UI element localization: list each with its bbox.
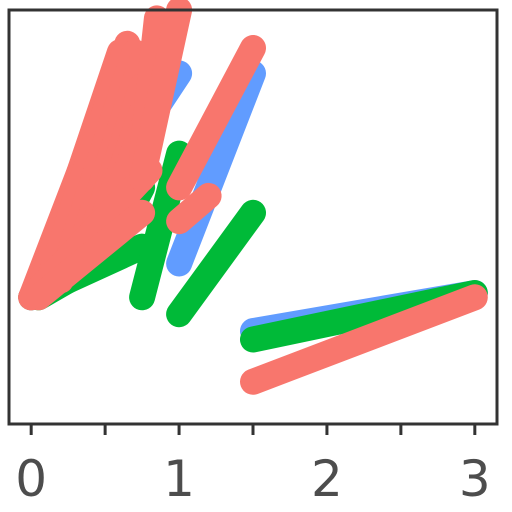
series-0-line-1 — [166, 60, 266, 277]
x-axis: 0 1 2 3 — [15, 424, 491, 508]
series-2-line-13 — [166, 35, 266, 201]
series-2 — [18, 0, 488, 395]
series-layer — [18, 0, 488, 395]
series-2-line-14 — [166, 182, 222, 235]
series-2-line-12 — [129, 0, 193, 192]
series-2-line-15 — [240, 284, 488, 395]
x-tick-label-3: 3 — [459, 450, 491, 508]
series-1-line-3 — [166, 199, 266, 328]
series-2-line-10 — [25, 199, 156, 311]
x-tick-label-2: 2 — [311, 450, 343, 508]
x-tick-label-1: 1 — [163, 450, 195, 508]
x-tick-label-0: 0 — [15, 450, 47, 508]
